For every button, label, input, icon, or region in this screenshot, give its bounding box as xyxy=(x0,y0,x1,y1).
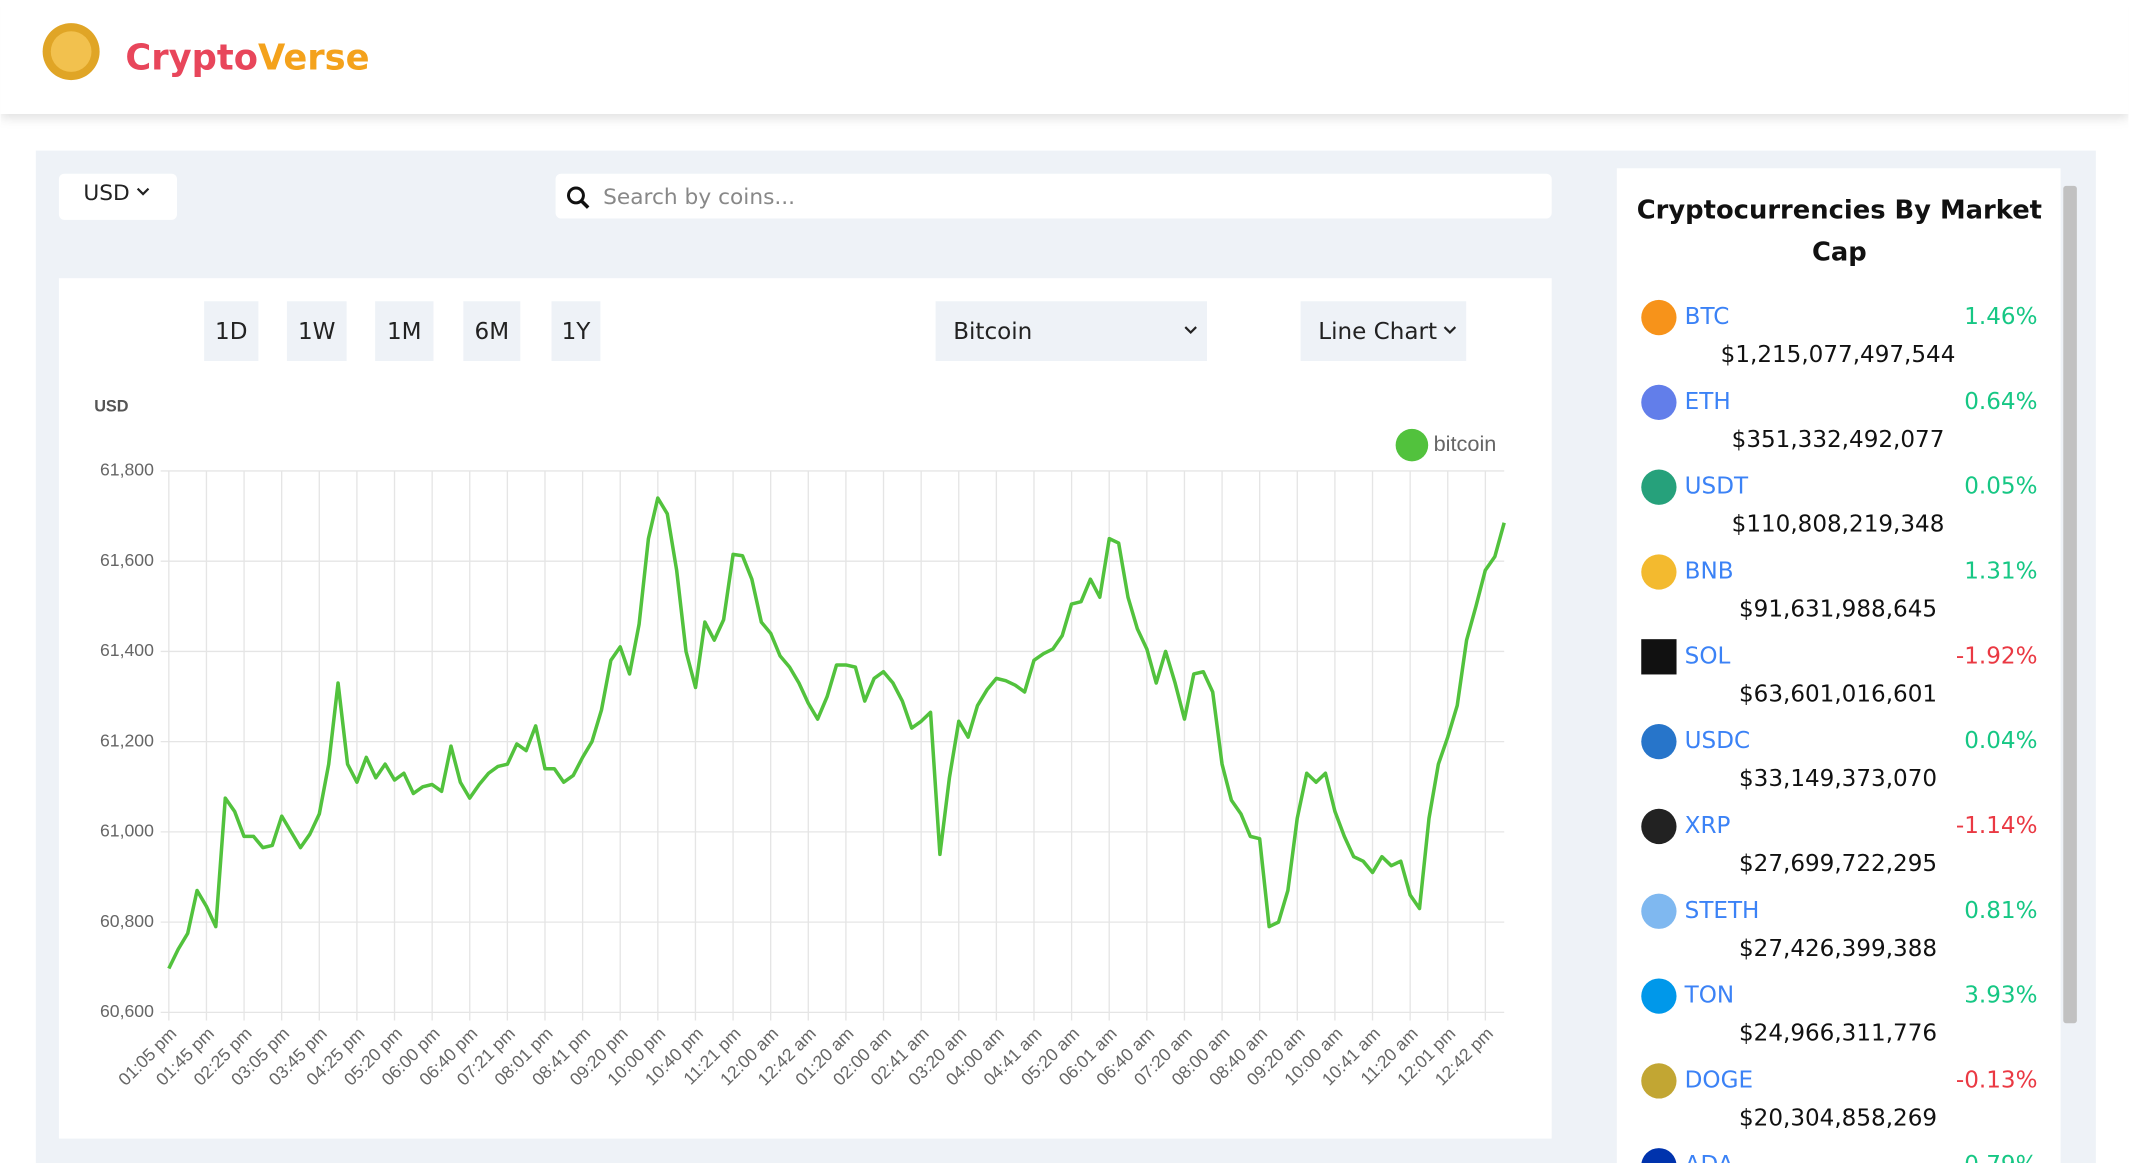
coin-change: 3.93% xyxy=(1964,983,2037,1009)
range-button[interactable] xyxy=(551,301,601,361)
coin-icon xyxy=(1641,469,1677,505)
range-label: 1Y xyxy=(562,319,592,345)
scrollbar[interactable] xyxy=(2063,185,2077,1024)
search-placeholder: Search by coins... xyxy=(603,185,795,210)
y-tick-label: 61,800 xyxy=(100,460,154,480)
coin-symbol[interactable]: BTC xyxy=(1685,304,1730,330)
coin-market-cap: $27,426,399,388 xyxy=(1739,936,1937,962)
chevron xyxy=(136,187,150,196)
coin-symbol[interactable]: ETH xyxy=(1685,389,1731,415)
coin-symbol[interactable]: USDT xyxy=(1685,474,1749,500)
coin-symbol[interactable]: TON xyxy=(1684,983,1735,1009)
coin-change: 0.79% xyxy=(1964,1152,2037,1163)
brand[interactable]: CryptoVerse xyxy=(125,38,369,79)
range-label: 1D xyxy=(215,319,247,345)
coin-change: 0.64% xyxy=(1964,389,2037,415)
coin-symbol[interactable]: XRP xyxy=(1685,813,1731,839)
coin-icon xyxy=(1641,723,1677,760)
coin-select[interactable] xyxy=(935,301,1207,361)
range-button[interactable] xyxy=(375,301,434,361)
chart-card xyxy=(58,278,1552,1139)
search-icon xyxy=(580,199,590,209)
chart-type-label: Line Chart xyxy=(1318,319,1437,345)
y-tick-label: 61,600 xyxy=(100,550,154,570)
coin-icon xyxy=(1641,893,1677,929)
chevron xyxy=(1184,326,1197,335)
coin-change: 1.46% xyxy=(1964,304,2037,330)
coin-icon xyxy=(1641,808,1677,845)
coin-market-cap: $33,149,373,070 xyxy=(1739,766,1937,792)
y-tick-label: 61,200 xyxy=(100,730,154,750)
y-axis-label: USD xyxy=(94,397,129,415)
chevron xyxy=(1443,326,1457,335)
y-tick-label: 61,000 xyxy=(100,821,154,841)
line-series xyxy=(167,496,1506,970)
range-label: 6M xyxy=(475,319,510,345)
y-tick-label: 60,800 xyxy=(100,911,154,931)
legend-label[interactable]: bitcoin xyxy=(1434,431,1497,456)
coin-change: 0.05% xyxy=(1964,474,2037,500)
coin-symbol[interactable]: ADA xyxy=(1685,1152,1734,1163)
chart-type-select[interactable] xyxy=(1300,301,1467,361)
range-label: 1W xyxy=(298,319,336,345)
coin-icon xyxy=(1641,1148,1677,1163)
legend-swatch[interactable] xyxy=(1395,428,1429,462)
range-button[interactable] xyxy=(463,301,521,361)
range-label: 1M xyxy=(387,319,422,345)
coin-market-cap: $1,215,077,497,544 xyxy=(1721,342,1956,368)
brand-part: Verse xyxy=(258,38,370,79)
sidebar-title: Cryptocurrencies By Market Cap xyxy=(1636,195,2043,268)
brand-part: Crypto xyxy=(125,38,258,79)
coin-market-cap: $63,601,016,601 xyxy=(1739,681,1937,707)
coin-icon xyxy=(1641,554,1677,590)
search-box[interactable] xyxy=(555,173,1552,219)
coin-icon xyxy=(1641,299,1677,336)
coin-change: 0.04% xyxy=(1964,728,2037,754)
header xyxy=(0,0,2129,114)
coin-market-cap: $91,631,988,645 xyxy=(1739,596,1937,622)
coin-change: -0.13% xyxy=(1956,1067,2038,1093)
sidebar xyxy=(1616,168,2061,1163)
coin-symbol[interactable]: BNB xyxy=(1685,559,1734,585)
range-button[interactable] xyxy=(286,301,347,361)
logo-inner xyxy=(50,31,92,72)
coin-symbol[interactable]: DOGE xyxy=(1685,1067,1753,1093)
coin-change: -1.92% xyxy=(1956,643,2038,669)
currency-label: USD xyxy=(83,181,129,206)
coin-symbol[interactable]: SOL xyxy=(1685,643,1731,669)
coin-change: 0.81% xyxy=(1964,898,2037,924)
coin-icon xyxy=(1641,978,1677,1014)
coin-icon xyxy=(1641,639,1677,675)
coin-icon xyxy=(1641,1063,1677,1099)
y-tick-label: 61,400 xyxy=(100,640,154,660)
coin-market-cap: $20,304,858,269 xyxy=(1739,1105,1937,1131)
coin-icon xyxy=(1641,384,1677,421)
coin-market-cap: $27,699,722,295 xyxy=(1739,851,1937,877)
coin-symbol[interactable]: USDC xyxy=(1685,728,1750,754)
sidebar-title-box: Cryptocurrencies By Market Cap xyxy=(1636,195,2043,268)
coin-change: -1.14% xyxy=(1956,813,2038,839)
currency-select[interactable] xyxy=(58,173,177,220)
range-button[interactable] xyxy=(204,301,259,361)
coin-select-label: Bitcoin xyxy=(953,319,1032,345)
coin-change: 1.31% xyxy=(1964,559,2037,585)
coin-market-cap: $110,808,219,348 xyxy=(1732,512,1945,538)
coin-market-cap: $24,966,311,776 xyxy=(1739,1021,1937,1047)
coin-symbol[interactable]: STETH xyxy=(1685,898,1760,924)
coin-market-cap: $351,332,492,077 xyxy=(1732,427,1945,453)
search-icon xyxy=(567,186,585,205)
y-tick-label: 60,600 xyxy=(100,1001,154,1021)
